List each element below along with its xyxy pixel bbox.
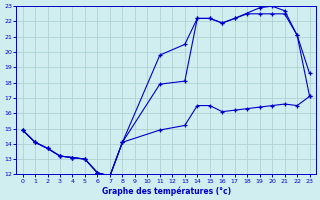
X-axis label: Graphe des températures (°c): Graphe des températures (°c) (101, 186, 231, 196)
